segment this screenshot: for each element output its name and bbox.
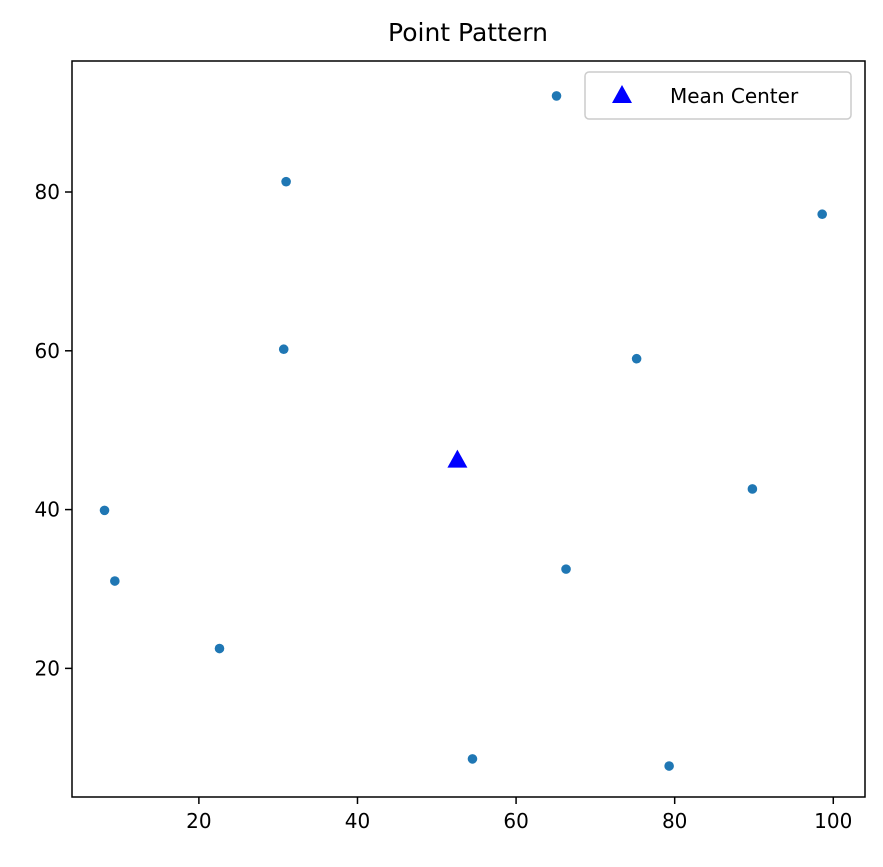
scatter-point-1 xyxy=(551,91,562,101)
x-tick-label: 20 xyxy=(186,809,211,833)
x-tick-label: 60 xyxy=(503,809,528,833)
legend-label-mean-center: Mean Center xyxy=(670,84,799,108)
scatter-point-4 xyxy=(278,344,289,355)
scatter-point-10 xyxy=(214,643,225,654)
scatter-point-7 xyxy=(99,505,110,516)
scatter-point-2 xyxy=(281,176,291,187)
scatter-point-12 xyxy=(664,761,674,771)
y-tick-label: 40 xyxy=(35,498,60,522)
scatter-point-6 xyxy=(747,484,758,494)
legend-box xyxy=(584,71,852,120)
scatter-point-5 xyxy=(631,353,642,364)
x-tick-label: 100 xyxy=(814,809,852,833)
y-tick-label: 80 xyxy=(35,180,60,204)
chart-marks xyxy=(99,91,827,771)
scatter-point-11 xyxy=(467,754,478,764)
x-axis: 20 40 60 80 100 xyxy=(186,797,852,833)
scatter-point-9 xyxy=(110,576,120,586)
y-tick-label: 60 xyxy=(35,339,60,363)
x-tick-label: 80 xyxy=(662,809,687,833)
scatter-point-3 xyxy=(817,209,827,220)
x-tick-label: 40 xyxy=(345,809,370,833)
mean-center-marker xyxy=(447,449,468,468)
y-tick-label: 20 xyxy=(35,656,60,680)
scatter-point-8 xyxy=(561,564,571,574)
legend: Mean Center xyxy=(584,71,852,120)
legend-marker-triangle-icon xyxy=(612,85,632,103)
y-axis: 20 40 60 80 xyxy=(35,180,72,680)
plot-area-frame xyxy=(71,60,866,798)
chart-title: Point Pattern xyxy=(388,18,548,47)
